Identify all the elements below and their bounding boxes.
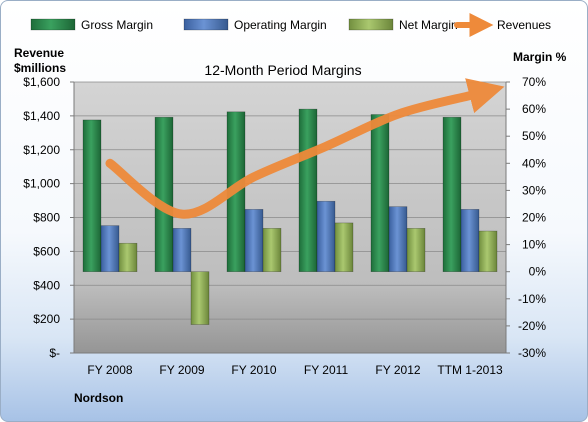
left-tick-label: $1,600 bbox=[23, 75, 60, 89]
gross-margin-legend-swatch bbox=[30, 18, 76, 31]
revenues-legend-label: Revenues bbox=[497, 18, 551, 32]
chart-title: 12-Month Period Margins bbox=[204, 62, 361, 78]
operating-margin-bar bbox=[172, 228, 192, 272]
net-margin-bar bbox=[190, 271, 210, 325]
gross-margin-legend-label: Gross Margin bbox=[81, 18, 153, 32]
operating-margin-bar bbox=[388, 206, 408, 273]
revenues-line bbox=[105, 78, 505, 219]
right-tick-label: 50% bbox=[522, 129, 546, 143]
left-tick-label: $600 bbox=[33, 244, 60, 258]
category-label: FY 2010 bbox=[231, 363, 276, 377]
right-tick-label: 60% bbox=[522, 102, 546, 116]
net-margin-bar bbox=[262, 228, 282, 272]
left-axis-label-line1: Revenue bbox=[14, 46, 64, 60]
right-tick-label: 0% bbox=[529, 265, 547, 279]
right-tick-label: 70% bbox=[522, 75, 546, 89]
right-tick-label: 40% bbox=[522, 156, 546, 170]
operating-margin-legend-swatch bbox=[183, 18, 229, 31]
right-axis-label: Margin % bbox=[513, 50, 567, 64]
net-margin-legend-label: Net Margin bbox=[399, 18, 458, 32]
category-label: FY 2008 bbox=[87, 363, 132, 377]
gross-margin-bar bbox=[298, 108, 318, 273]
left-tick-label: $- bbox=[49, 346, 60, 360]
right-tick-label: -30% bbox=[518, 346, 546, 360]
gross-margin-bar bbox=[370, 114, 390, 272]
right-tick-label: -10% bbox=[518, 292, 546, 306]
operating-margin-bar bbox=[316, 200, 336, 273]
left-tick-label: $400 bbox=[33, 278, 60, 292]
category-label: FY 2012 bbox=[375, 363, 420, 377]
operating-margin-bar bbox=[100, 225, 120, 273]
revenue-line bbox=[105, 78, 505, 219]
right-tick-label: 30% bbox=[522, 183, 546, 197]
net-margin-bar bbox=[118, 242, 138, 272]
left-tick-label: $1,000 bbox=[23, 177, 60, 191]
right-tick-label: 10% bbox=[522, 238, 546, 252]
net-margin-bar bbox=[406, 228, 426, 272]
left-tick-label: $1,200 bbox=[23, 143, 60, 157]
left-axis-label-line2: $millions bbox=[14, 61, 66, 75]
right-tick-label: 20% bbox=[522, 211, 546, 225]
left-tick-label: $200 bbox=[33, 312, 60, 326]
operating-margin-legend-label: Operating Margin bbox=[234, 18, 327, 32]
category-label: TTM 1-2013 bbox=[437, 363, 503, 377]
gross-margin-bar bbox=[82, 119, 102, 272]
gross-margin-bar bbox=[442, 116, 462, 273]
operating-margin-bar bbox=[460, 209, 480, 272]
net-margin-bar bbox=[334, 222, 354, 272]
left-tick-label: $800 bbox=[33, 211, 60, 225]
left-tick-label: $1,400 bbox=[23, 109, 60, 123]
net-margin-bar bbox=[478, 230, 498, 273]
net-margin-legend-swatch bbox=[348, 18, 394, 31]
company-name: Nordson bbox=[74, 391, 123, 405]
category-label: FY 2009 bbox=[159, 363, 204, 377]
gross-margin-bar bbox=[154, 116, 174, 273]
operating-margin-bar bbox=[244, 209, 264, 272]
legend: Gross Margin Operating Margin Net Margin Re… bbox=[30, 13, 551, 37]
axes: $- $200 $400 $600 $800 $1,000 $1,200 $1,400 $1,6… bbox=[23, 75, 546, 377]
right-tick-label: -20% bbox=[518, 319, 546, 333]
category-label: FY 2011 bbox=[304, 363, 349, 377]
